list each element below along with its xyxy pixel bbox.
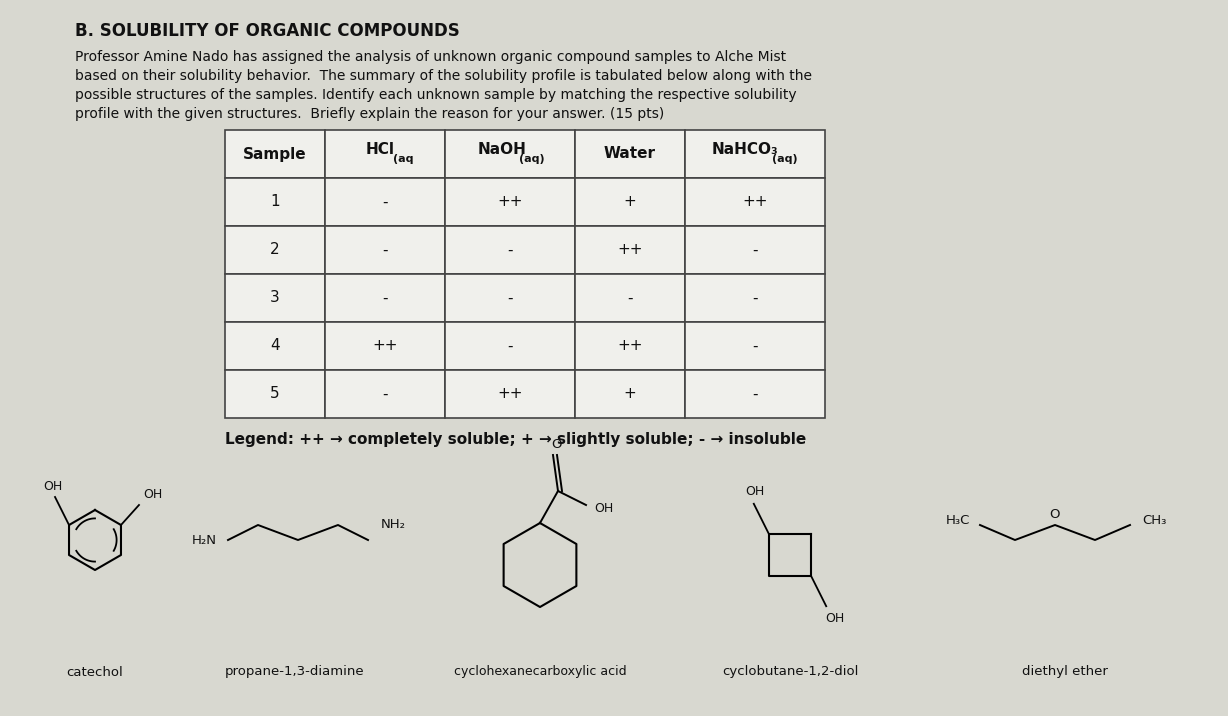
Text: OH: OH xyxy=(142,488,162,501)
Bar xyxy=(575,274,685,322)
Text: NaOH: NaOH xyxy=(478,142,527,157)
Text: CH₃: CH₃ xyxy=(1142,515,1167,528)
Text: ++: ++ xyxy=(618,339,642,354)
Bar xyxy=(685,178,825,226)
Text: 2: 2 xyxy=(270,243,280,258)
Bar xyxy=(325,370,445,418)
Text: OH: OH xyxy=(825,611,845,625)
Text: -: - xyxy=(382,291,388,306)
Text: (aq): (aq) xyxy=(772,154,798,164)
Bar xyxy=(445,226,575,274)
Text: 5: 5 xyxy=(270,387,280,402)
Bar xyxy=(225,274,325,322)
Bar xyxy=(225,370,325,418)
Text: ++: ++ xyxy=(618,243,642,258)
Text: H₃C: H₃C xyxy=(946,515,970,528)
Text: NaHCO₃: NaHCO₃ xyxy=(711,142,779,157)
Text: H₂N: H₂N xyxy=(192,533,217,546)
Bar xyxy=(445,370,575,418)
Text: based on their solubility behavior.  The summary of the solubility profile is ta: based on their solubility behavior. The … xyxy=(75,69,812,83)
Bar xyxy=(445,178,575,226)
Text: cyclohexanecarboxylic acid: cyclohexanecarboxylic acid xyxy=(453,665,626,679)
Bar xyxy=(325,274,445,322)
Bar xyxy=(325,322,445,370)
Text: OH: OH xyxy=(745,485,764,498)
Bar xyxy=(325,226,445,274)
Text: cyclobutane-1,2-diol: cyclobutane-1,2-diol xyxy=(722,665,858,679)
Text: -: - xyxy=(507,243,513,258)
Text: 3: 3 xyxy=(270,291,280,306)
Bar xyxy=(575,370,685,418)
Text: O: O xyxy=(1050,508,1060,521)
Bar xyxy=(225,130,325,178)
Bar xyxy=(445,274,575,322)
Text: -: - xyxy=(382,195,388,210)
Bar xyxy=(575,322,685,370)
Bar xyxy=(325,178,445,226)
Bar xyxy=(685,130,825,178)
Text: -: - xyxy=(753,387,758,402)
Text: OH: OH xyxy=(43,480,63,493)
Text: (aq): (aq) xyxy=(519,154,545,164)
Bar xyxy=(685,322,825,370)
Text: -: - xyxy=(382,387,388,402)
Text: NH₂: NH₂ xyxy=(381,518,406,531)
Bar xyxy=(685,370,825,418)
Text: -: - xyxy=(507,291,513,306)
Text: Legend: ++ → completely soluble; + → slightly soluble; - → insoluble: Legend: ++ → completely soluble; + → sli… xyxy=(225,432,807,447)
Text: diethyl ether: diethyl ether xyxy=(1022,665,1108,679)
Text: ++: ++ xyxy=(497,387,523,402)
Text: B. SOLUBILITY OF ORGANIC COMPOUNDS: B. SOLUBILITY OF ORGANIC COMPOUNDS xyxy=(75,22,459,40)
Bar xyxy=(225,322,325,370)
Bar xyxy=(575,130,685,178)
Text: 4: 4 xyxy=(270,339,280,354)
Bar xyxy=(225,226,325,274)
Text: HCl: HCl xyxy=(366,142,394,157)
Text: Professor Amine Nado has assigned the analysis of unknown organic compound sampl: Professor Amine Nado has assigned the an… xyxy=(75,50,786,64)
Text: ++: ++ xyxy=(497,195,523,210)
Text: O: O xyxy=(551,438,562,452)
Bar xyxy=(685,274,825,322)
Text: -: - xyxy=(753,291,758,306)
Bar xyxy=(685,226,825,274)
Text: 1: 1 xyxy=(270,195,280,210)
Text: profile with the given structures.  Briefly explain the reason for your answer. : profile with the given structures. Brief… xyxy=(75,107,664,121)
Bar xyxy=(325,130,445,178)
Bar xyxy=(445,130,575,178)
Text: +: + xyxy=(624,387,636,402)
Text: Sample: Sample xyxy=(243,147,307,162)
Text: -: - xyxy=(507,339,513,354)
Text: (aq: (aq xyxy=(393,154,414,164)
Bar xyxy=(575,226,685,274)
Text: ++: ++ xyxy=(742,195,768,210)
Text: catechol: catechol xyxy=(66,665,123,679)
Text: possible structures of the samples. Identify each unknown sample by matching the: possible structures of the samples. Iden… xyxy=(75,88,797,102)
Text: +: + xyxy=(624,195,636,210)
Text: -: - xyxy=(628,291,632,306)
Bar xyxy=(225,178,325,226)
Text: ++: ++ xyxy=(372,339,398,354)
Text: propane-1,3-diamine: propane-1,3-diamine xyxy=(225,665,365,679)
Text: -: - xyxy=(382,243,388,258)
Text: -: - xyxy=(753,243,758,258)
Text: -: - xyxy=(753,339,758,354)
Bar xyxy=(445,322,575,370)
Bar xyxy=(575,178,685,226)
Text: OH: OH xyxy=(594,503,613,516)
Text: Water: Water xyxy=(604,147,656,162)
